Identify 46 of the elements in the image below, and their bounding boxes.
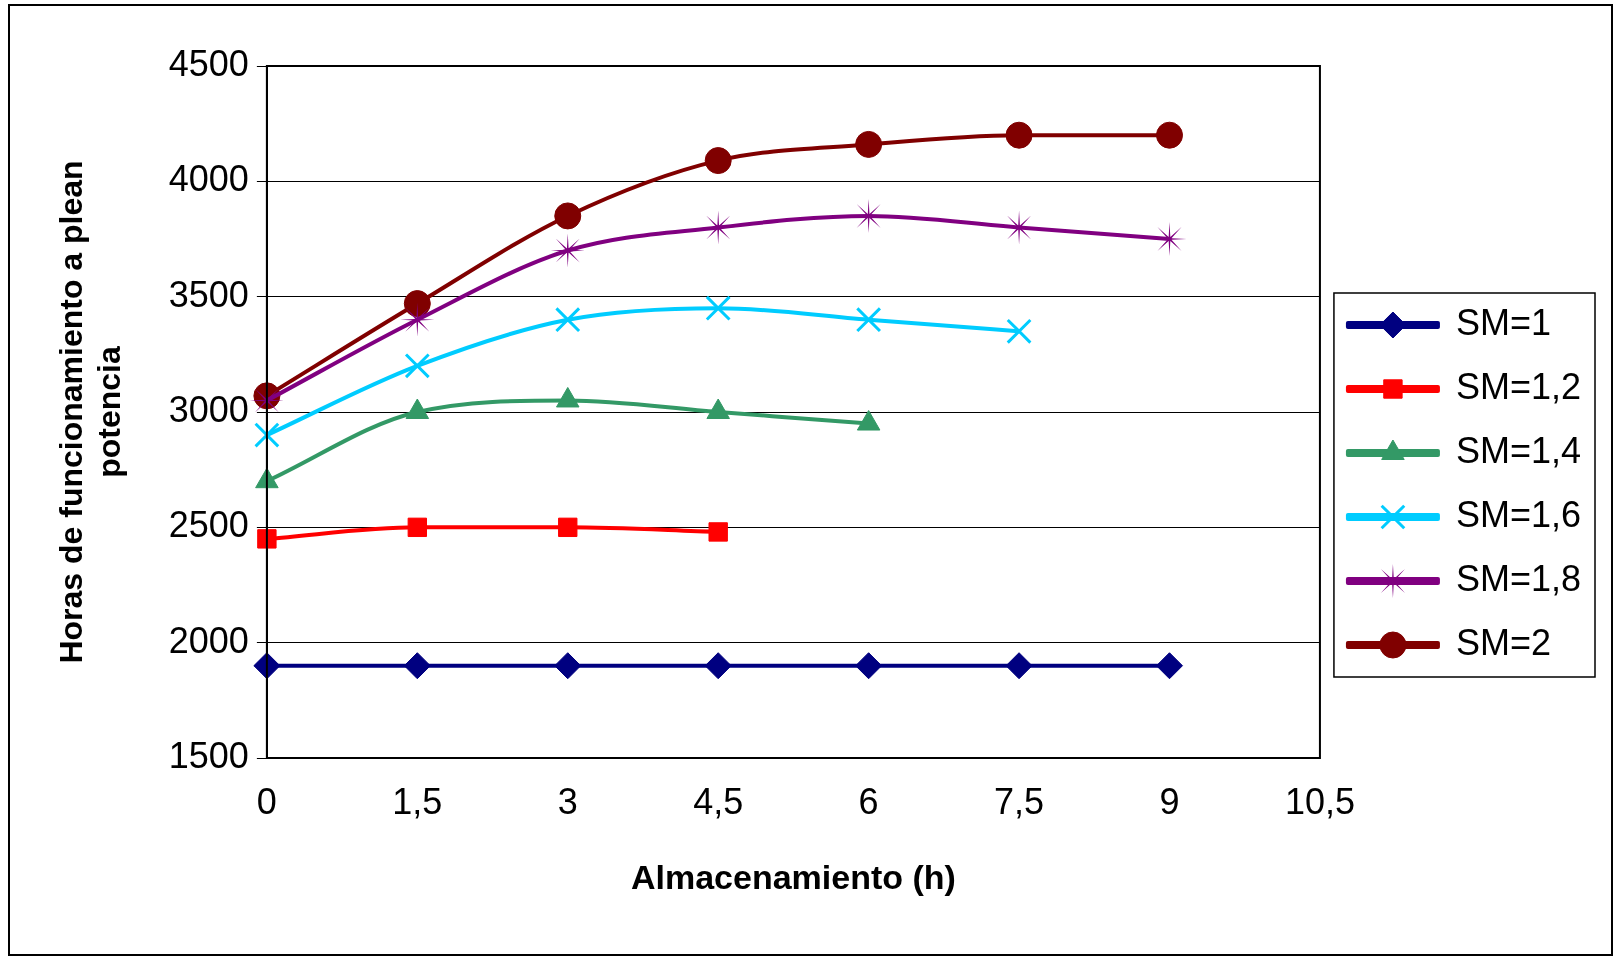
legend-label: SM=1,4 — [1455, 429, 1582, 471]
x-tick-label: 6 — [858, 780, 879, 822]
point — [855, 306, 882, 333]
point — [855, 652, 883, 680]
y-axis-title: Horas de funcionamiento a plean potencia — [53, 160, 128, 664]
x-tick-label: 7,5 — [994, 780, 1045, 822]
point — [855, 130, 883, 158]
y-tick-label: 3500 — [168, 273, 249, 315]
point — [403, 290, 431, 318]
point — [1156, 121, 1183, 149]
y-tick-label: 2000 — [168, 619, 249, 661]
legend-label: SM=1,2 — [1455, 365, 1582, 407]
y-tick-label: 1500 — [168, 734, 249, 776]
point — [554, 202, 582, 230]
point — [554, 306, 581, 333]
point — [558, 517, 578, 538]
point — [254, 422, 280, 448]
y-tick-label: 4500 — [168, 42, 249, 84]
legend-label: SM=1,6 — [1455, 493, 1582, 535]
point — [407, 517, 428, 538]
x-tick-label: 9 — [1159, 780, 1180, 822]
x-tick-label: 3 — [557, 780, 578, 822]
x-tick-label: 1,5 — [392, 780, 443, 822]
x-tick-label: 0 — [256, 780, 277, 822]
point — [257, 529, 277, 549]
y-tick-label: 3000 — [168, 388, 249, 430]
point — [708, 522, 728, 542]
point — [1156, 652, 1183, 680]
point — [404, 353, 431, 379]
legend-label: SM=1 — [1455, 301, 1551, 343]
legend-label: SM=1,8 — [1455, 557, 1582, 599]
x-tick-label: 10,5 — [1284, 780, 1355, 822]
point — [704, 652, 732, 680]
y-tick-label: 2500 — [168, 504, 249, 546]
y-tick-label: 4000 — [168, 158, 249, 200]
point — [704, 147, 732, 175]
x-tick-label: 4,5 — [693, 780, 744, 822]
point — [1006, 318, 1032, 345]
legend-label: SM=2 — [1455, 621, 1551, 663]
point — [253, 652, 281, 680]
point — [1005, 121, 1033, 149]
point — [1005, 652, 1033, 680]
point — [554, 652, 582, 680]
point — [403, 652, 431, 680]
point — [705, 295, 732, 322]
x-axis-title: Almacenamiento (h) — [630, 857, 956, 896]
